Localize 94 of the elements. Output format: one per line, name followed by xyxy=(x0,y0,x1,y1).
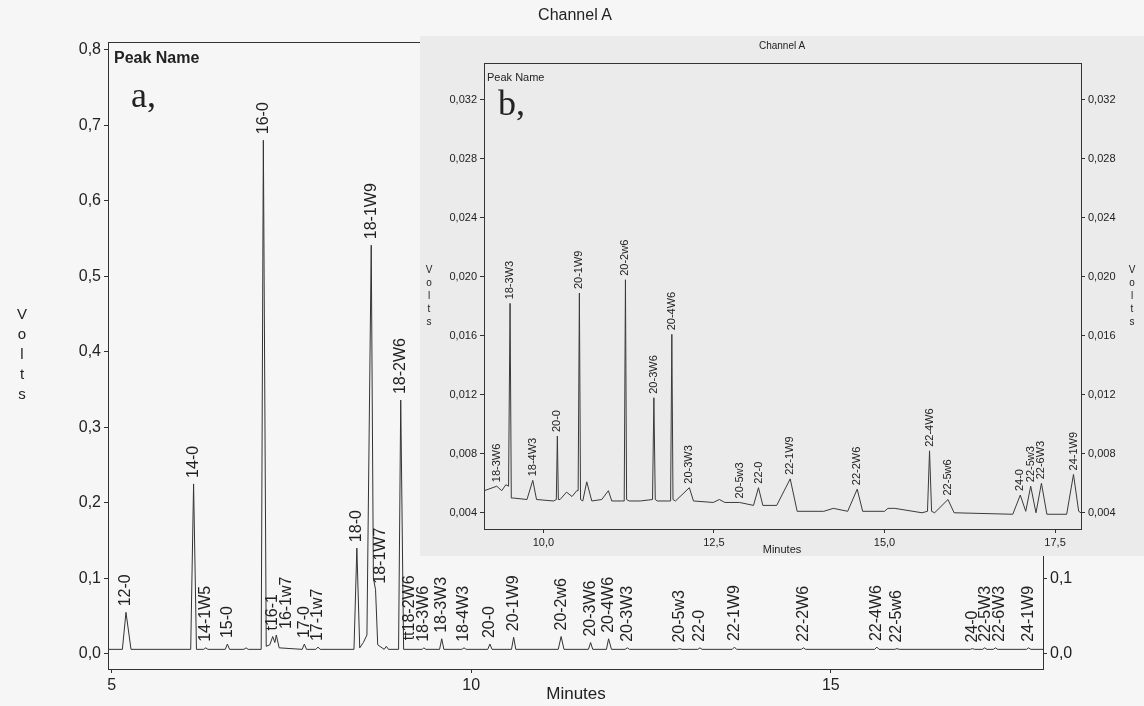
annotation: 22-2W6 xyxy=(850,446,863,486)
annotation: 20-3W3 xyxy=(682,445,695,484)
y-tick-label: 0,016 xyxy=(449,328,477,341)
y-tick-label: 0,1 xyxy=(78,568,102,586)
annotation: 22-4W6 xyxy=(922,408,935,447)
y-tick-label: 0,008 xyxy=(449,446,477,459)
annotation: 18-4W3 xyxy=(454,585,472,642)
annotation: 22-0 xyxy=(690,609,708,642)
chart-title: Channel A xyxy=(758,40,806,51)
annotation: 20-5w3 xyxy=(732,462,745,499)
annotation: 20-4W6 xyxy=(664,291,677,331)
annotation: 18-3W3 xyxy=(503,260,516,300)
annotation: 18-4W3 xyxy=(525,437,538,477)
annotation: 14-0 xyxy=(183,445,201,478)
y-tick-label: 0,032 xyxy=(449,92,477,105)
x-tick-label: 17,5 xyxy=(1044,535,1066,548)
x-tick-label: 15 xyxy=(821,676,840,694)
y2-tick-label: 0,032 xyxy=(1088,92,1116,105)
x-tick-label: 12,5 xyxy=(703,535,725,548)
y-tick-label: 0,024 xyxy=(449,210,477,223)
annotation: 20-3W3 xyxy=(617,585,635,642)
annotation: 20-0 xyxy=(550,410,563,433)
annotation: 18-3W6 xyxy=(489,443,502,483)
annotation: 20-3W6 xyxy=(581,580,599,637)
annotation: 22-1W9 xyxy=(783,436,796,475)
y2-tick-label: 0,028 xyxy=(1088,151,1116,164)
y2-tick-label: 0,008 xyxy=(1088,446,1116,459)
y2-tick-label: 0,0 xyxy=(1050,644,1073,662)
y-tick-label: 0,004 xyxy=(449,505,477,518)
annotation: 18-2W6 xyxy=(391,337,409,395)
annotation: 24-0 xyxy=(962,610,980,643)
annotation: a, xyxy=(131,74,156,116)
annotation: 18-1W7 xyxy=(370,527,388,584)
y2-tick-label: 0,020 xyxy=(1088,269,1116,282)
annotation: 22-5w6 xyxy=(887,590,905,643)
annotation: 24-0 xyxy=(1013,469,1026,492)
annotation: 20-4W6 xyxy=(598,576,616,633)
annotation: 20-0 xyxy=(480,605,498,639)
x-tick-label: 10 xyxy=(462,676,481,694)
y-tick-label: 0,3 xyxy=(78,417,102,435)
annotation: 15-0 xyxy=(217,605,235,639)
y-tick-label: 0,5 xyxy=(78,266,102,284)
annotation: 14-1W5 xyxy=(196,585,214,642)
y2-tick-label: 0,012 xyxy=(1088,387,1116,400)
annotation: Peak Name xyxy=(487,71,545,83)
annotation: 18-0 xyxy=(347,510,365,543)
annotation: 20-5w3 xyxy=(670,590,688,643)
x-tick-label: 5 xyxy=(107,676,117,694)
annotation: 20-1W9 xyxy=(504,575,522,632)
annotation: b, xyxy=(498,82,525,124)
annotation: 22-6W3 xyxy=(1034,440,1047,480)
annotation: 18-3W6 xyxy=(414,585,432,642)
annotation: Peak Name xyxy=(114,49,200,67)
y2-tick-label: 0,1 xyxy=(1050,568,1073,586)
annotation: 22-6W3 xyxy=(989,585,1007,642)
y-tick-label: 0,020 xyxy=(449,269,477,282)
y-tick-label: 0,2 xyxy=(78,493,102,511)
y2-axis-title: Volts xyxy=(1126,263,1138,329)
annotation: 22-4W6 xyxy=(867,584,885,642)
y2-tick-label: 0,024 xyxy=(1088,210,1116,223)
annotation: 20-2w6 xyxy=(551,577,569,631)
annotation: 20-3W6 xyxy=(646,355,659,394)
annotation: tt18-2W6 xyxy=(399,575,417,641)
y-tick-label: 0,0 xyxy=(78,644,102,662)
y-tick-label: 0,028 xyxy=(449,151,477,164)
annotation: 20-1W9 xyxy=(572,250,585,290)
annotation: 18-3W3 xyxy=(432,576,450,633)
annotation: 22-1W9 xyxy=(724,584,742,642)
y-axis-title: Volts xyxy=(423,263,435,329)
x-tick-label: 10,0 xyxy=(532,535,555,548)
y-tick-label: 0,8 xyxy=(78,39,102,57)
annotation: 16-0 xyxy=(253,102,271,135)
x-tick-label: 15,0 xyxy=(873,535,896,548)
annotation: 17-1w7 xyxy=(308,588,326,642)
annotation: 24-1W9 xyxy=(1019,585,1037,642)
y-tick-label: 0,7 xyxy=(78,115,102,133)
x-axis-title: Minutes xyxy=(546,684,606,704)
y2-tick-label: 0,004 xyxy=(1088,505,1116,518)
annotation: 16-1w7 xyxy=(276,576,294,630)
annotation: 22-0 xyxy=(751,461,764,484)
annotation: 18-1W9 xyxy=(361,183,379,240)
y2-tick-label: 0,016 xyxy=(1088,328,1116,341)
annotation: 12-0 xyxy=(116,574,134,607)
x-axis-title: Minutes xyxy=(762,543,802,555)
y-axis-title: Volts xyxy=(13,305,31,405)
y-tick-label: 0,012 xyxy=(449,387,477,400)
y-tick-label: 0,4 xyxy=(78,342,102,360)
chart-title: Channel A xyxy=(538,6,612,24)
annotation: 24-1W9 xyxy=(1066,431,1079,471)
annotation: 22-5w6 xyxy=(940,459,953,496)
annotation: 22-5w3 xyxy=(1023,446,1036,483)
annotation: 22-2W6 xyxy=(793,585,811,642)
annotation: 20-2w6 xyxy=(618,239,631,276)
y-tick-label: 0,6 xyxy=(78,191,102,209)
